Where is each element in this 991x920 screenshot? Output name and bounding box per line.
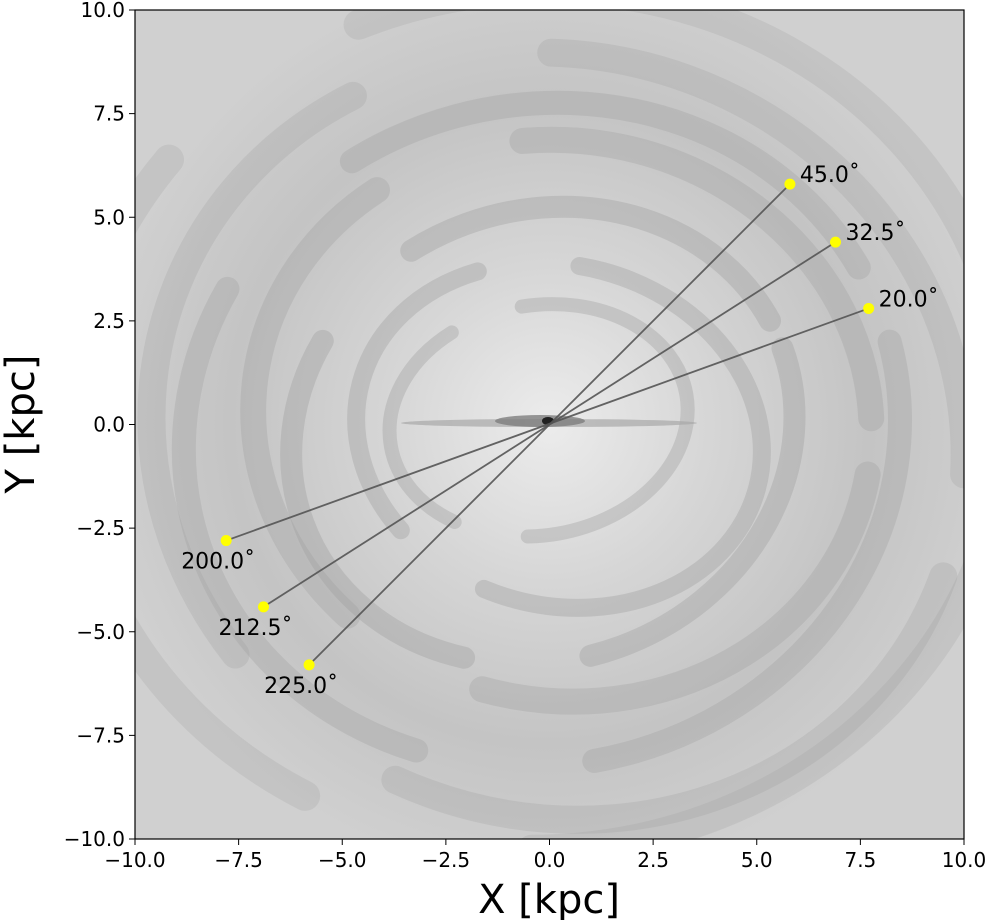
y-axis-label: Y [kpc] [0, 355, 44, 495]
sightline-angle-label: 45.0˚ [800, 163, 860, 188]
sightline-angle-label: 212.5˚ [219, 616, 293, 641]
sightline-endpoint-marker [863, 302, 875, 314]
y-tick-label: 5.0 [93, 205, 125, 229]
x-axis-label: X [kpc] [478, 877, 620, 920]
x-tick-label: 5.0 [741, 848, 773, 872]
x-tick-label: −2.5 [422, 848, 471, 872]
spiral-arm [347, 253, 771, 617]
sightline-angle-label: 32.5˚ [846, 221, 906, 246]
x-tick-label: 7.5 [844, 848, 876, 872]
x-tick-label: 2.5 [637, 848, 669, 872]
sightline-endpoint-marker [830, 236, 842, 248]
y-tick-label: −10.0 [64, 827, 125, 851]
y-tick-label: 2.5 [93, 309, 125, 333]
sightline-angle-label: 200.0˚ [181, 550, 255, 575]
plot-area [135, 10, 964, 839]
y-tick-label: 0.0 [93, 413, 125, 437]
sightline [225, 307, 869, 542]
x-tick-label: 0.0 [534, 848, 566, 872]
sightline-angle-label: 225.0˚ [264, 674, 338, 699]
y-tick-label: 7.5 [93, 102, 125, 126]
x-tick-label: −5.0 [318, 848, 367, 872]
sightline-endpoint-marker [220, 535, 232, 547]
spiral-arm [137, 38, 964, 834]
y-tick-label: −2.5 [76, 516, 125, 540]
y-axis-ticks: −10.0 −7.5 −5.0 −2.5 0.0 2.5 5.0 7.5 10.0 [64, 0, 135, 851]
spiral-arm-features [135, 10, 964, 839]
sightline-angle-label: 20.0˚ [879, 287, 939, 312]
spiral-arm [240, 126, 885, 715]
sightline-endpoint-marker [784, 178, 796, 190]
spiral-arm [171, 90, 912, 779]
spiral-arm [280, 195, 806, 676]
sightline-layer [225, 183, 869, 666]
y-tick-label: −7.5 [76, 723, 125, 747]
sightline [308, 183, 791, 666]
sightline-endpoint-marker [303, 659, 315, 671]
x-tick-label: 10.0 [942, 848, 987, 872]
y-tick-label: −5.0 [76, 620, 125, 644]
marker-layer: 45.0˚ 32.5˚ 20.0˚ 200.0˚ 212.5˚ 225.0˚ [181, 163, 938, 699]
spiral-arm [382, 297, 695, 544]
x-axis-ticks: −10.0 −7.5 −5.0 −2.5 0.0 2.5 5.0 7.5 10.0 [104, 839, 986, 872]
x-tick-label: −7.5 [214, 848, 263, 872]
sightline-endpoint-marker [257, 601, 269, 613]
y-tick-label: 10.0 [80, 0, 125, 22]
x-tick-label: −10.0 [104, 848, 165, 872]
